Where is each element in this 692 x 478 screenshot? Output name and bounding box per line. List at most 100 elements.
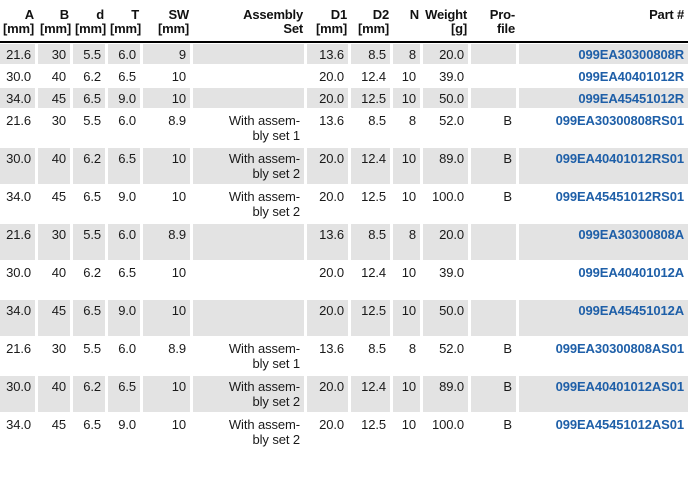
part-number-link[interactable]: 099EA45451012A bbox=[519, 299, 688, 337]
cell-weight: 20.0 bbox=[423, 223, 471, 261]
cell-assembly bbox=[193, 261, 307, 299]
table-row: 34.0 45 6.5 9.0 10 With assem- bly set 2 20.0 1… bbox=[0, 185, 688, 223]
cell-t: 6.0 bbox=[108, 109, 143, 147]
cell-profile bbox=[471, 223, 519, 261]
cell-d1: 20.0 bbox=[307, 413, 351, 451]
cell-d: 6.5 bbox=[73, 87, 108, 109]
cell-assembly bbox=[193, 65, 307, 87]
cell-b: 45 bbox=[38, 413, 73, 451]
cell-d1: 13.6 bbox=[307, 109, 351, 147]
cell-weight: 50.0 bbox=[423, 299, 471, 337]
cell-n: 10 bbox=[393, 299, 423, 337]
cell-d2: 12.5 bbox=[351, 87, 393, 109]
cell-d2: 12.5 bbox=[351, 185, 393, 223]
cell-n: 10 bbox=[393, 261, 423, 299]
cell-n: 10 bbox=[393, 87, 423, 109]
cell-b: 40 bbox=[38, 65, 73, 87]
cell-d1: 20.0 bbox=[307, 299, 351, 337]
cell-assembly bbox=[193, 43, 307, 65]
cell-sw: 10 bbox=[143, 413, 193, 451]
cell-a: 30.0 bbox=[0, 261, 38, 299]
part-number-link[interactable]: 099EA40401012RS01 bbox=[519, 147, 688, 185]
cell-d: 5.5 bbox=[73, 109, 108, 147]
part-number-link[interactable]: 099EA30300808A bbox=[519, 223, 688, 261]
cell-sw: 10 bbox=[143, 87, 193, 109]
cell-t: 6.5 bbox=[108, 147, 143, 185]
table-row: 21.6 30 5.5 6.0 8.9 With assem- bly set 1 13.6… bbox=[0, 109, 688, 147]
column-header-n: N bbox=[393, 4, 423, 43]
cell-sw: 8.9 bbox=[143, 223, 193, 261]
cell-d2: 8.5 bbox=[351, 337, 393, 375]
cell-weight: 100.0 bbox=[423, 413, 471, 451]
table-row: 34.0 45 6.5 9.0 10 With assem- bly set 2 20.0 1… bbox=[0, 413, 688, 451]
cell-sw: 8.9 bbox=[143, 109, 193, 147]
cell-d1: 20.0 bbox=[307, 65, 351, 87]
cell-a: 21.6 bbox=[0, 43, 38, 65]
cell-d: 6.5 bbox=[73, 413, 108, 451]
cell-n: 8 bbox=[393, 43, 423, 65]
cell-d2: 12.4 bbox=[351, 375, 393, 413]
cell-t: 6.5 bbox=[108, 375, 143, 413]
cell-a: 34.0 bbox=[0, 413, 38, 451]
table-row: 30.0 40 6.2 6.5 10 With assem- bly set 2 20.0 1… bbox=[0, 147, 688, 185]
cell-d2: 12.4 bbox=[351, 147, 393, 185]
part-number-link[interactable]: 099EA40401012R bbox=[519, 65, 688, 87]
column-header-weight: Weight [g] bbox=[423, 4, 471, 43]
cell-t: 9.0 bbox=[108, 413, 143, 451]
cell-profile: B bbox=[471, 375, 519, 413]
table-row: 30.0 40 6.2 6.5 10 20.0 12.4 10 39.0 099EA4040101… bbox=[0, 65, 688, 87]
cell-weight: 50.0 bbox=[423, 87, 471, 109]
part-number-link[interactable]: 099EA40401012A bbox=[519, 261, 688, 299]
part-number-link[interactable]: 099EA45451012R bbox=[519, 87, 688, 109]
part-number-link[interactable]: 099EA30300808AS01 bbox=[519, 337, 688, 375]
cell-t: 6.0 bbox=[108, 223, 143, 261]
table-row: 34.0 45 6.5 9.0 10 20.0 12.5 10 50.0 099EA4545101… bbox=[0, 87, 688, 109]
cell-t: 6.0 bbox=[108, 43, 143, 65]
cell-assembly bbox=[193, 299, 307, 337]
table-row: 21.6 30 5.5 6.0 8.9 13.6 8.5 8 20.0 099EA30300808… bbox=[0, 223, 688, 261]
cell-weight: 20.0 bbox=[423, 43, 471, 65]
cell-profile bbox=[471, 65, 519, 87]
table-row: 21.6 30 5.5 6.0 8.9 With assem- bly set 1 13.6… bbox=[0, 337, 688, 375]
cell-profile: B bbox=[471, 147, 519, 185]
column-header-a: A [mm] bbox=[0, 4, 38, 43]
column-header-part: Part # bbox=[519, 4, 688, 43]
column-header-profile: Pro- file bbox=[471, 4, 519, 43]
cell-b: 45 bbox=[38, 299, 73, 337]
cell-b: 45 bbox=[38, 185, 73, 223]
cell-weight: 100.0 bbox=[423, 185, 471, 223]
cell-profile: B bbox=[471, 109, 519, 147]
part-number-link[interactable]: 099EA30300808R bbox=[519, 43, 688, 65]
column-header-sw: SW [mm] bbox=[143, 4, 193, 43]
cell-weight: 89.0 bbox=[423, 375, 471, 413]
cell-assembly bbox=[193, 223, 307, 261]
cell-profile: B bbox=[471, 337, 519, 375]
table-header-row: A [mm] B [mm] d [mm] T [mm] SW [mm] Assembly … bbox=[0, 4, 688, 43]
cell-d2: 8.5 bbox=[351, 109, 393, 147]
part-number-link[interactable]: 099EA45451012RS01 bbox=[519, 185, 688, 223]
part-number-link[interactable]: 099EA40401012AS01 bbox=[519, 375, 688, 413]
part-number-link[interactable]: 099EA30300808RS01 bbox=[519, 109, 688, 147]
cell-assembly: With assem- bly set 2 bbox=[193, 413, 307, 451]
cell-sw: 10 bbox=[143, 185, 193, 223]
table-row: 30.0 40 6.2 6.5 10 20.0 12.4 10 39.0 099EA4040101… bbox=[0, 261, 688, 299]
cell-profile bbox=[471, 261, 519, 299]
cell-d1: 13.6 bbox=[307, 223, 351, 261]
cell-d2: 12.4 bbox=[351, 65, 393, 87]
cell-weight: 52.0 bbox=[423, 109, 471, 147]
cell-b: 30 bbox=[38, 109, 73, 147]
part-number-link[interactable]: 099EA45451012AS01 bbox=[519, 413, 688, 451]
product-spec-table: A [mm] B [mm] d [mm] T [mm] SW [mm] Assembly … bbox=[0, 4, 688, 451]
cell-assembly: With assem- bly set 2 bbox=[193, 147, 307, 185]
cell-b: 40 bbox=[38, 261, 73, 299]
cell-sw: 9 bbox=[143, 43, 193, 65]
cell-n: 10 bbox=[393, 413, 423, 451]
cell-sw: 10 bbox=[143, 65, 193, 87]
cell-a: 21.6 bbox=[0, 223, 38, 261]
cell-t: 9.0 bbox=[108, 185, 143, 223]
cell-n: 10 bbox=[393, 185, 423, 223]
cell-d1: 20.0 bbox=[307, 375, 351, 413]
cell-a: 34.0 bbox=[0, 185, 38, 223]
cell-weight: 39.0 bbox=[423, 65, 471, 87]
cell-assembly: With assem- bly set 1 bbox=[193, 337, 307, 375]
